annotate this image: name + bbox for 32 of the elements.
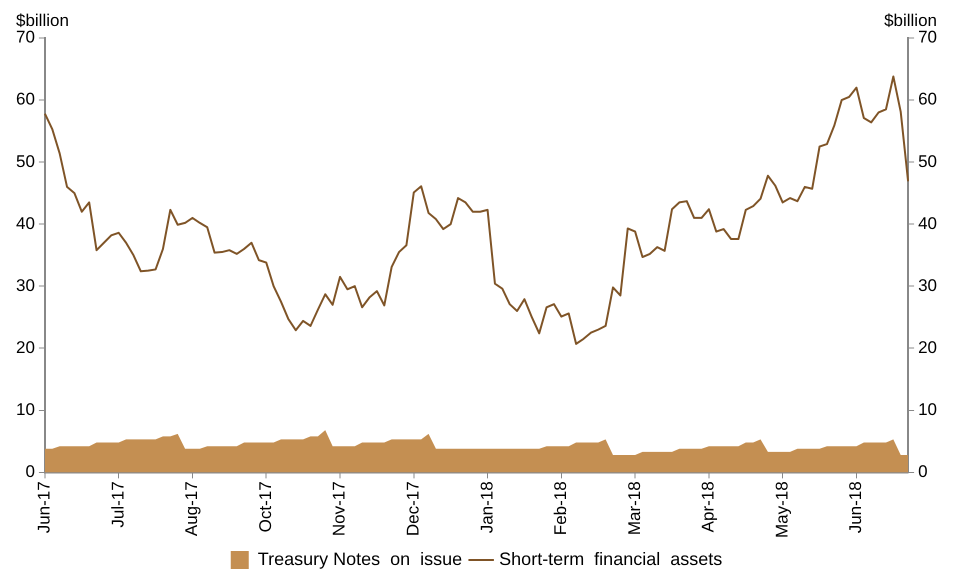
y2-tick-label: 70: [918, 28, 938, 47]
y-tick-label: 70: [16, 28, 35, 47]
y-tick-label: 60: [16, 90, 35, 109]
y2-axis-title: $billion: [884, 11, 937, 30]
x-tick-label: Mar-18: [624, 481, 644, 536]
y2-tick-label: 30: [918, 276, 938, 295]
x-tick-label: Nov-17: [330, 481, 349, 536]
x-tick-label: Jun-17: [34, 481, 54, 534]
y-axis-title: $billion: [16, 11, 69, 30]
x-tick-label: Aug-17: [182, 481, 202, 536]
x-tick-label: Jan-18: [477, 481, 496, 534]
x-tick-label: Oct-17: [256, 481, 275, 532]
legend-label: Short-term financial assets: [499, 548, 722, 569]
legend-label: Treasury Notes on issue: [258, 548, 462, 569]
y-tick-label: 50: [16, 152, 35, 171]
y-tick-label: 30: [16, 276, 35, 295]
x-tick-label: Dec-17: [403, 481, 422, 536]
x-tick-label: May-18: [772, 481, 792, 538]
y2-tick-label: 0: [918, 462, 928, 481]
x-tick-label: Jun-18: [846, 481, 866, 534]
y-tick-label: 0: [25, 462, 35, 481]
y-tick-label: 40: [16, 214, 35, 233]
y-tick-label: 20: [16, 338, 35, 357]
y2-tick-label: 60: [918, 90, 938, 109]
y2-tick-label: 20: [918, 338, 938, 357]
y2-tick-label: 10: [918, 400, 938, 419]
y2-tick-label: 40: [918, 214, 938, 233]
x-tick-label: Feb-18: [551, 481, 570, 536]
y2-tick-label: 50: [918, 152, 938, 171]
x-tick-label: Apr-18: [698, 481, 718, 532]
x-tick-label: Jul-17: [108, 481, 128, 528]
y-tick-label: 10: [16, 400, 35, 419]
